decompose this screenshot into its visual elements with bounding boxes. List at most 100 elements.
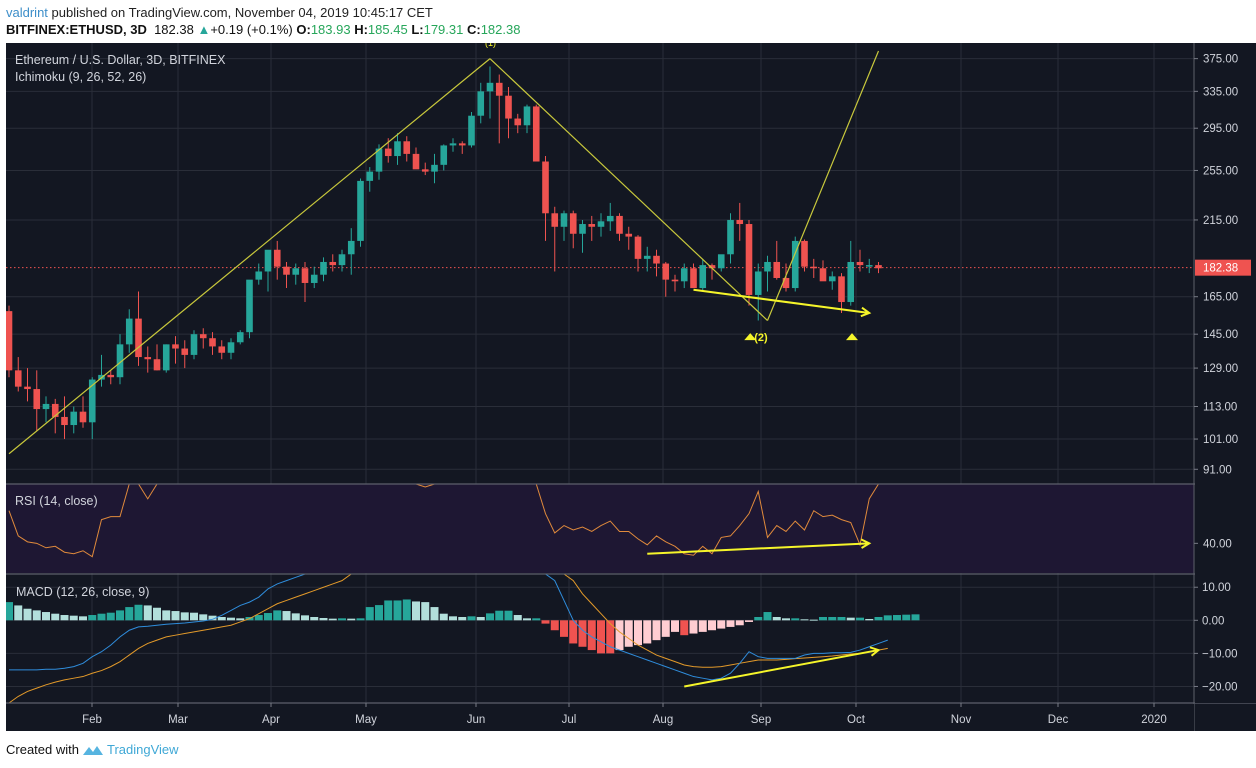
candle-body[interactable] [375, 148, 383, 172]
candle-body[interactable] [70, 411, 78, 426]
chart-container[interactable]: (1) 375.00 335.00 295.00 255.00 215.00 165.00… [5, 38, 1256, 731]
candle-body[interactable] [283, 266, 290, 275]
candle-body[interactable] [301, 268, 309, 283]
candle-body[interactable] [107, 374, 115, 378]
candle-body[interactable] [51, 403, 59, 417]
candle-body[interactable] [310, 274, 318, 283]
candle-body[interactable] [782, 277, 790, 289]
candle-body[interactable] [717, 254, 725, 269]
price-candles[interactable] [5, 66, 882, 440]
candle-body[interactable] [625, 233, 633, 237]
candle-body[interactable] [856, 261, 864, 266]
candle-body[interactable] [569, 213, 577, 234]
candle-body[interactable] [264, 249, 272, 272]
candle-body[interactable] [597, 221, 605, 227]
candle-body[interactable] [440, 145, 448, 165]
candle-body[interactable] [246, 279, 253, 333]
candle-body[interactable] [542, 161, 549, 214]
candle-body[interactable] [588, 224, 596, 227]
candle-body[interactable] [292, 268, 300, 275]
candle-body[interactable] [14, 370, 22, 387]
candle-body[interactable] [810, 266, 818, 269]
candle-body[interactable] [347, 240, 355, 255]
candle-body[interactable] [560, 213, 568, 227]
candle-body[interactable] [227, 342, 235, 353]
tradingview-brand-link[interactable]: TradingView [106, 742, 179, 757]
candle-body[interactable] [384, 148, 392, 157]
candle-body[interactable] [144, 357, 152, 360]
candle-body[interactable] [190, 334, 198, 355]
candle-body[interactable] [875, 265, 882, 269]
author-link[interactable]: valdrint [6, 5, 48, 20]
candle-body[interactable] [468, 115, 475, 146]
candle-body[interactable] [320, 261, 327, 275]
candle-body[interactable] [551, 213, 559, 227]
candle-body[interactable] [699, 265, 707, 289]
candle-body[interactable] [532, 106, 540, 162]
candle-body[interactable] [458, 143, 466, 146]
candle-body[interactable] [736, 219, 744, 225]
candle-body[interactable] [394, 141, 401, 157]
candle-body[interactable] [357, 180, 364, 241]
candle-body[interactable] [727, 219, 734, 255]
candle-body[interactable] [431, 164, 438, 172]
candle-body[interactable] [606, 215, 614, 222]
candle-body[interactable] [199, 334, 207, 339]
candle-body[interactable] [801, 240, 808, 267]
candle-body[interactable] [838, 276, 845, 303]
candle-body[interactable] [412, 153, 420, 170]
candle-body[interactable] [42, 403, 50, 410]
candle-body[interactable] [209, 338, 216, 347]
candle-body[interactable] [153, 359, 161, 371]
candle-body[interactable] [579, 224, 586, 234]
candle-body[interactable] [708, 265, 716, 269]
candle-body[interactable] [754, 271, 762, 295]
candle-body[interactable] [449, 143, 457, 146]
candle-body[interactable] [273, 249, 281, 267]
candle-body[interactable] [643, 255, 651, 259]
candle-body[interactable] [135, 318, 142, 358]
candle-body[interactable] [61, 416, 68, 426]
candle-body[interactable] [421, 169, 429, 172]
candle-body[interactable] [116, 344, 124, 378]
candle-body[interactable] [181, 348, 189, 355]
candle-body[interactable] [690, 268, 697, 289]
candle-body[interactable] [773, 261, 781, 278]
pane-separators[interactable] [6, 43, 1256, 731]
candle-body[interactable] [218, 346, 226, 353]
candle-body[interactable] [477, 91, 485, 116]
candle-body[interactable] [616, 215, 623, 234]
candle-body[interactable] [764, 261, 771, 272]
candle-body[interactable] [172, 344, 179, 349]
time-axis[interactable]: Feb Mar Apr May Jun Jul Aug Sep Oct Nov Dec 2020 [6, 703, 1194, 731]
candle-body[interactable] [255, 271, 263, 280]
candle-body[interactable] [505, 95, 512, 119]
candle-body[interactable] [671, 279, 679, 282]
candle-body[interactable] [338, 254, 346, 266]
candle-body[interactable] [680, 268, 688, 282]
price-axis[interactable]: 375.00 335.00 295.00 255.00 215.00 165.00 145.… [1194, 43, 1256, 703]
candle-body[interactable] [865, 265, 873, 267]
candle-body[interactable] [79, 411, 87, 423]
candle-body[interactable] [366, 171, 374, 181]
candle-body[interactable] [236, 332, 244, 343]
candle-body[interactable] [5, 311, 13, 371]
candle-body[interactable] [125, 318, 133, 345]
candle-body[interactable] [523, 106, 531, 126]
candle-body[interactable] [24, 386, 31, 390]
candle-body[interactable] [745, 224, 753, 295]
candle-body[interactable] [828, 276, 836, 282]
candle-body[interactable] [634, 236, 642, 259]
candle-body[interactable] [662, 263, 670, 280]
candle-body[interactable] [33, 389, 41, 410]
candle-body[interactable] [819, 268, 827, 282]
candle-body[interactable] [847, 261, 855, 303]
candle-body[interactable] [162, 344, 170, 371]
candle-body[interactable] [514, 118, 522, 126]
candle-body[interactable] [495, 82, 503, 96]
candle-body[interactable] [329, 261, 337, 266]
candle-body[interactable] [486, 82, 494, 92]
candle-body[interactable] [88, 379, 96, 423]
candle-body[interactable] [403, 141, 411, 154]
candle-body[interactable] [791, 240, 799, 289]
